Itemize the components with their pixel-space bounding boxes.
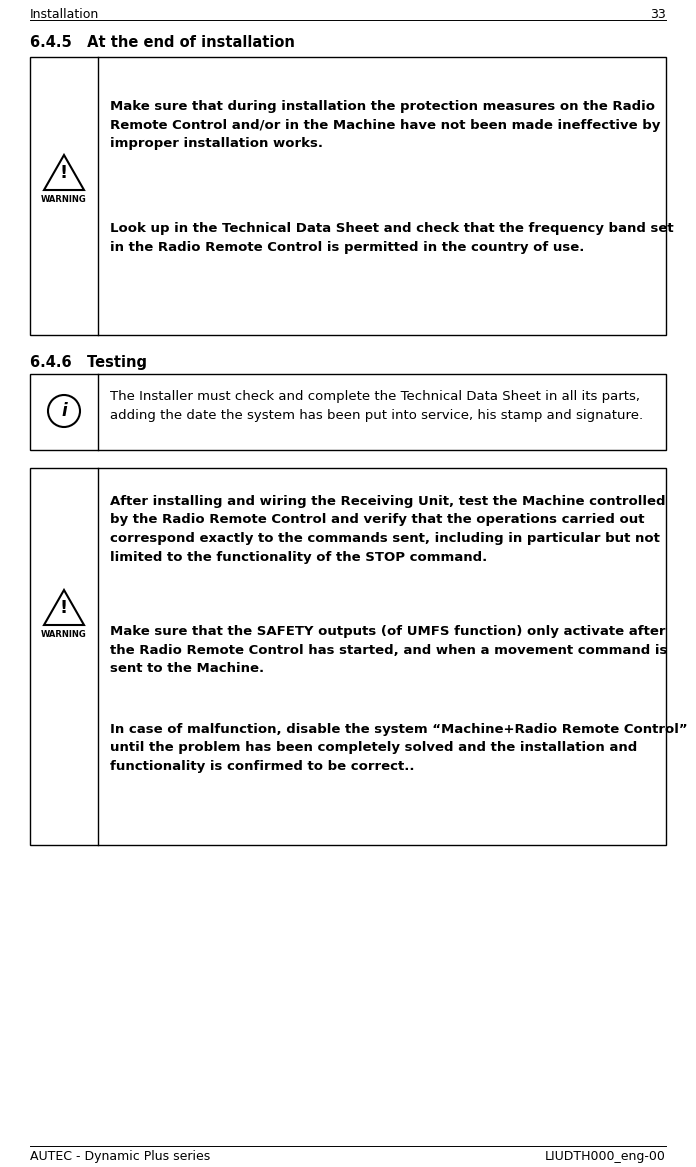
Text: The Installer must check and complete the Technical Data Sheet in all its parts,: The Installer must check and complete th… xyxy=(110,390,643,421)
Text: WARNING: WARNING xyxy=(41,630,87,640)
Text: In case of malfunction, disable the system “Machine+Radio Remote Control”
until : In case of malfunction, disable the syst… xyxy=(110,724,688,773)
Text: !: ! xyxy=(60,165,68,182)
Bar xyxy=(30,468,666,845)
Text: WARNING: WARNING xyxy=(41,195,87,204)
Text: 6.4.5   At the end of installation: 6.4.5 At the end of installation xyxy=(30,35,295,50)
Text: Make sure that the SAFETY outputs (of UMFS function) only activate after
the Rad: Make sure that the SAFETY outputs (of UM… xyxy=(110,626,667,675)
Text: Installation: Installation xyxy=(30,8,100,21)
Text: AUTEC - Dynamic Plus series: AUTEC - Dynamic Plus series xyxy=(30,1149,210,1163)
Bar xyxy=(30,57,666,335)
Text: Make sure that during installation the protection measures on the Radio
Remote C: Make sure that during installation the p… xyxy=(110,100,661,151)
Text: !: ! xyxy=(60,599,68,617)
Text: LIUDTH000_eng-00: LIUDTH000_eng-00 xyxy=(545,1149,666,1163)
Text: Look up in the Technical Data Sheet and check that the frequency band set
in the: Look up in the Technical Data Sheet and … xyxy=(110,222,674,253)
Text: After installing and wiring the Receiving Unit, test the Machine controlled
by t: After installing and wiring the Receivin… xyxy=(110,495,665,564)
Bar xyxy=(30,373,666,450)
Text: i: i xyxy=(61,401,67,420)
Text: 33: 33 xyxy=(650,8,666,21)
Text: 6.4.6   Testing: 6.4.6 Testing xyxy=(30,355,147,370)
